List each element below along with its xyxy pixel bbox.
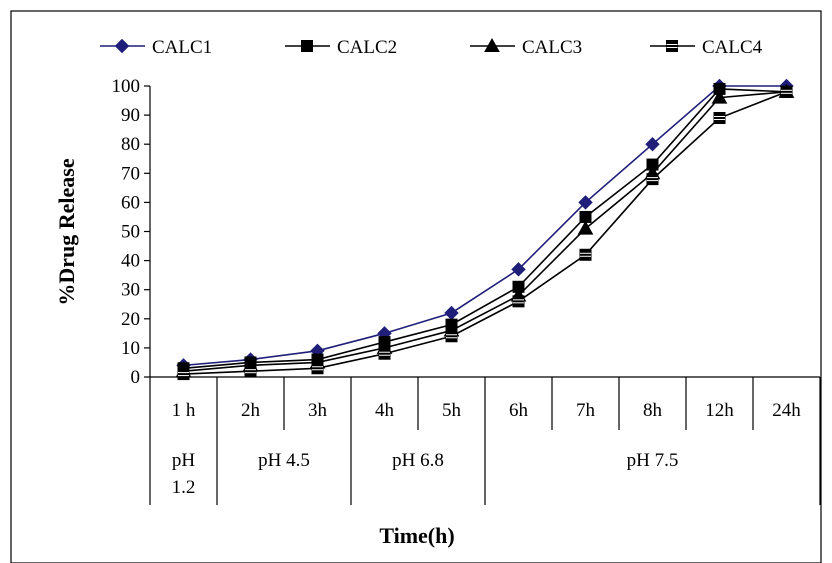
y-axis-label: %Drug Release <box>54 158 79 305</box>
y-tick-label: 70 <box>121 163 140 184</box>
data-point-calc1 <box>645 136 660 152</box>
data-point-calc4 <box>579 248 592 261</box>
legend: CALC1 CALC2 CALC3 CALC4 <box>100 37 763 58</box>
y-tick-label: 60 <box>121 192 140 213</box>
series-lines <box>175 78 795 381</box>
legend-item-calc1: CALC1 <box>100 37 212 58</box>
series-line-calc1 <box>183 85 787 367</box>
x-tick-label: 1 h <box>172 400 196 421</box>
data-point-calc3 <box>577 220 594 235</box>
legend-marker-calc2 <box>301 40 313 52</box>
y-tick-label: 0 <box>131 367 141 388</box>
legend-item-calc4: CALC4 <box>650 37 763 58</box>
legend-label: CALC3 <box>522 37 582 58</box>
data-point-calc4 <box>512 295 525 308</box>
x-axis-groups: pH 1.2 pH 4.5 pH 6.8 pH 7.5 <box>149 430 821 505</box>
data-point-calc4 <box>646 173 659 186</box>
x-group-label: pH 6.8 <box>392 450 444 471</box>
legend-marker-calc4 <box>666 40 678 52</box>
data-point-calc4 <box>780 85 793 98</box>
data-point-calc4 <box>713 112 726 125</box>
chart-frame <box>10 10 822 563</box>
data-point-calc1 <box>511 262 526 277</box>
legend-item-calc3: CALC3 <box>470 37 582 58</box>
data-point-calc4 <box>244 365 257 378</box>
x-group-label: pH 7.5 <box>627 450 679 471</box>
data-point-calc4 <box>445 330 458 343</box>
legend-item-calc2: CALC2 <box>285 37 397 58</box>
x-tick-label: 3h <box>308 400 328 421</box>
x-group-label: pH 1.2 <box>172 450 196 498</box>
x-tick-label: 7h <box>576 400 596 421</box>
y-tick-label: 20 <box>121 309 140 330</box>
y-axis-ticks: 0 10 20 30 40 50 60 70 80 90 100 <box>112 76 150 388</box>
data-point-calc3 <box>711 89 728 104</box>
legend-label: CALC1 <box>152 37 212 58</box>
x-tick-label: 5h <box>442 400 462 421</box>
y-tick-label: 50 <box>121 222 140 243</box>
data-point-calc4 <box>378 347 391 360</box>
legend-label: CALC4 <box>702 37 763 58</box>
y-tick-label: 30 <box>121 280 140 301</box>
data-point-calc1 <box>578 195 593 210</box>
x-group-label: pH 4.5 <box>258 450 310 471</box>
x-axis-label: Time(h) <box>379 523 454 548</box>
y-tick-label: 100 <box>112 76 141 97</box>
data-point-calc4 <box>177 368 190 381</box>
y-tick-label: 40 <box>121 251 140 272</box>
series-line-calc2 <box>183 88 787 370</box>
data-point-calc4 <box>311 362 324 375</box>
x-tick-label: 6h <box>509 400 529 421</box>
series-line-calc3 <box>183 91 787 372</box>
y-tick-label: 80 <box>121 134 140 155</box>
y-tick-label: 90 <box>121 105 140 126</box>
x-tick-label: 24h <box>772 400 801 421</box>
x-tick-label: 12h <box>705 400 734 421</box>
legend-label: CALC2 <box>337 37 397 58</box>
legend-marker-calc1 <box>114 38 130 54</box>
y-tick-label: 10 <box>121 338 140 359</box>
series-line-calc4 <box>183 91 787 375</box>
legend-marker-calc3 <box>484 37 500 52</box>
x-tick-label: 2h <box>241 400 261 421</box>
x-tick-label: 8h <box>643 400 663 421</box>
x-tick-label: 4h <box>375 400 395 421</box>
x-axis-categories: 1 h 2h 3h 4h 5h 6h 7h 8h 12h 24h <box>149 377 821 430</box>
